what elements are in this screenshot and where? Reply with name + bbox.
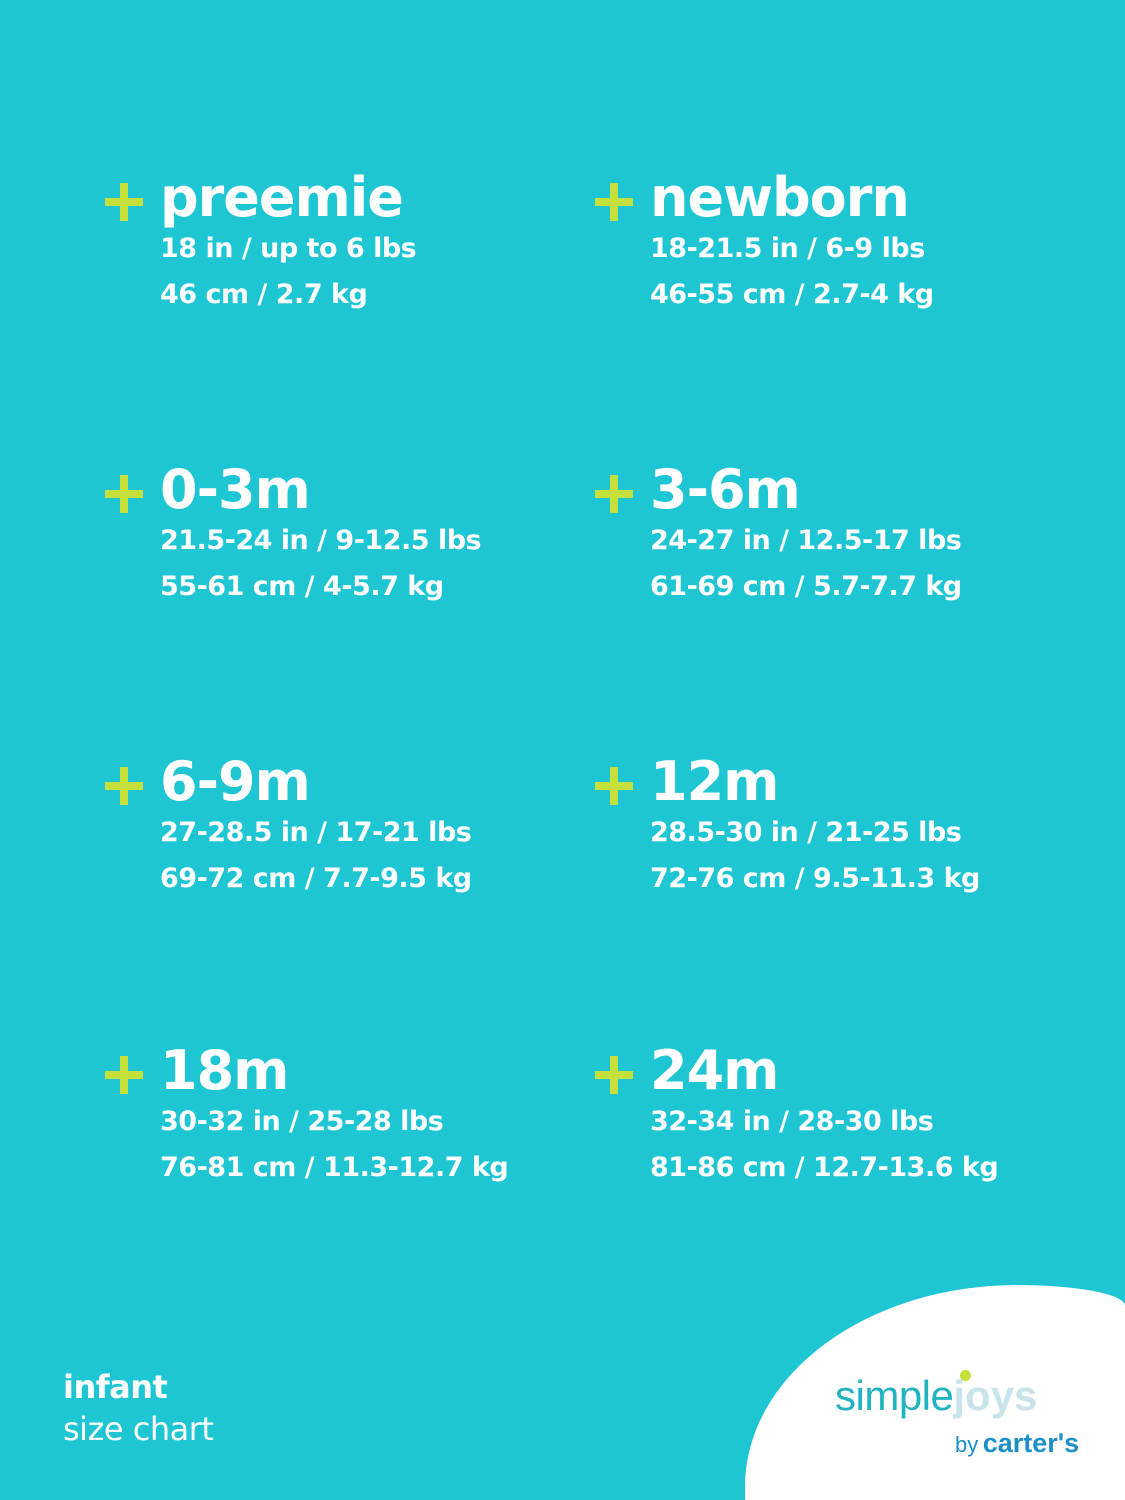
size-imperial: 27-28.5 in / 17-21 lbs: [160, 817, 472, 848]
plus-icon: [595, 183, 633, 221]
size-imperial: 30-32 in / 25-28 lbs: [160, 1106, 444, 1137]
plus-icon: [595, 475, 633, 513]
plus-icon: [105, 1056, 143, 1094]
plus-icon: [595, 1056, 633, 1094]
footer-subtitle: size chart: [63, 1410, 214, 1448]
size-label: 3-6m: [650, 458, 801, 521]
size-metric: 72-76 cm / 9.5-11.3 kg: [650, 863, 980, 894]
logo-brand: carter's: [982, 1428, 1080, 1458]
footer-title: infant: [63, 1368, 168, 1406]
size-metric: 55-61 cm / 4-5.7 kg: [160, 571, 444, 602]
plus-icon: [105, 767, 143, 805]
size-label: 6-9m: [160, 750, 311, 813]
size-metric: 69-72 cm / 7.7-9.5 kg: [160, 863, 472, 894]
logo-dot-icon: [960, 1370, 972, 1381]
size-imperial: 24-27 in / 12.5-17 lbs: [650, 525, 962, 556]
logo-by: by: [955, 1432, 979, 1457]
size-metric: 76-81 cm / 11.3-12.7 kg: [160, 1152, 509, 1183]
size-label: 18m: [160, 1039, 289, 1102]
size-metric: 46 cm / 2.7 kg: [160, 279, 368, 310]
size-label: preemie: [160, 166, 404, 229]
size-imperial: 32-34 in / 28-30 lbs: [650, 1106, 934, 1137]
size-imperial: 18 in / up to 6 lbs: [160, 233, 417, 264]
plus-icon: [105, 475, 143, 513]
size-imperial: 18-21.5 in / 6-9 lbs: [650, 233, 925, 264]
logo-byline: by carter's: [955, 1428, 1079, 1459]
size-imperial: 21.5-24 in / 9-12.5 lbs: [160, 525, 482, 556]
size-label: 12m: [650, 750, 779, 813]
plus-icon: [105, 183, 143, 221]
size-label: 0-3m: [160, 458, 311, 521]
size-imperial: 28.5-30 in / 21-25 lbs: [650, 817, 962, 848]
size-metric: 81-86 cm / 12.7-13.6 kg: [650, 1152, 999, 1183]
plus-icon: [595, 767, 633, 805]
brand-logo: simple joys by carter's: [835, 1370, 1095, 1458]
size-label: 24m: [650, 1039, 779, 1102]
logo-joys: joys: [953, 1370, 1037, 1419]
size-label: newborn: [650, 166, 910, 229]
size-metric: 46-55 cm / 2.7-4 kg: [650, 279, 934, 310]
size-metric: 61-69 cm / 5.7-7.7 kg: [650, 571, 962, 602]
logo-simple: simple: [835, 1372, 954, 1419]
